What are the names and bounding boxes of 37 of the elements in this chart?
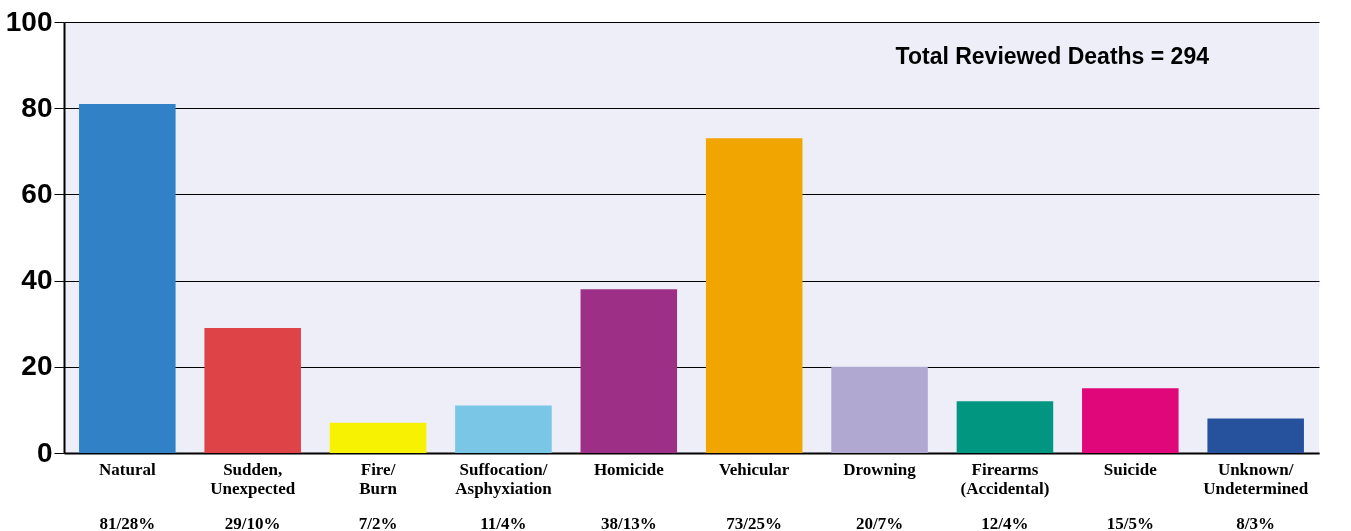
data-label: 38/13% [600,514,657,531]
y-tick-label: 80 [21,91,53,123]
x-tick-label: Fire/ Burn [359,459,398,498]
data-label: 7/2% [358,514,398,531]
data-label: 8/3% [1236,514,1276,531]
bar [204,328,301,453]
data-label: 29/10% [224,514,281,531]
bar [1082,388,1179,453]
bar [705,138,803,453]
bar [1207,418,1304,453]
y-tick-label: 100 [5,5,53,37]
y-tick-label: 40 [21,264,53,296]
x-tick-label: Homicide [593,459,665,479]
bar [956,401,1054,453]
data-label: 15/5% [1106,514,1154,531]
y-tick-label: 20 [21,350,53,382]
x-tick-label: Suicide [1103,459,1158,479]
annotation: Total Reviewed Deaths = 294 [895,43,1210,69]
data-label: 20/7% [855,514,904,531]
x-tick-label: Firearms (Accidental) [960,459,1050,498]
y-tick-label: 0 [36,436,53,468]
bar [329,422,427,453]
x-tick-label: Unknown/ Undetermined [1203,459,1309,498]
data-label: 12/4% [981,514,1029,531]
x-tick-label: Drowning [843,459,917,479]
bar [455,405,552,453]
y-tick-label: 60 [21,177,53,209]
x-tick-label: Natural [98,459,156,479]
data-label: 11/4% [480,514,527,531]
data-label: 81/28% [99,514,156,531]
bar [831,366,928,453]
bar [79,103,176,453]
bar [580,289,678,453]
x-tick-label: Suffocation/ Asphyxiation [455,459,553,498]
data-label: 73/25% [726,514,783,531]
x-tick-label: Vehicular [719,459,790,479]
x-tick-label: Sudden, Unexpected [210,459,296,498]
